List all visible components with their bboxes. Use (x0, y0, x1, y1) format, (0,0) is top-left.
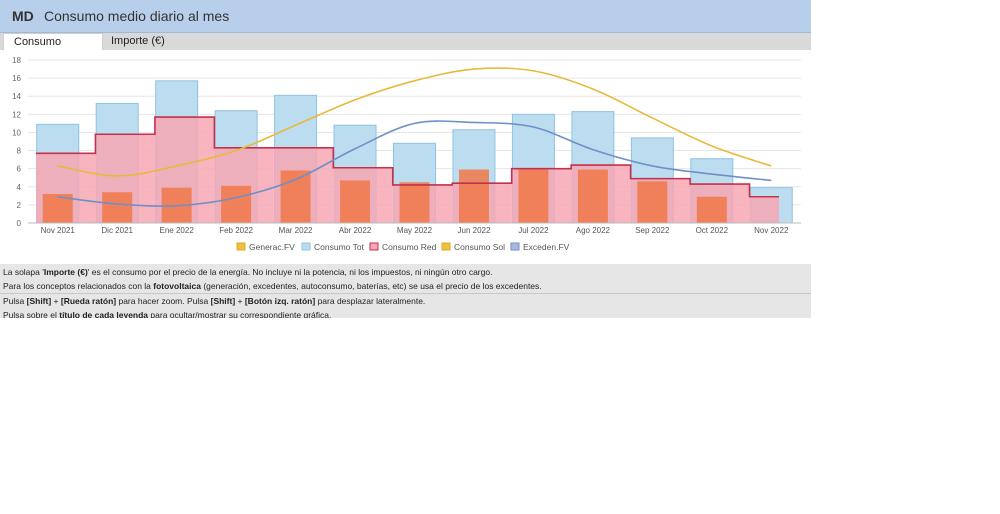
x-tick-label: Ene 2022 (160, 226, 195, 235)
y-tick-label: 14 (12, 92, 21, 101)
note-0-run-0: La solapa ' (3, 267, 44, 277)
x-tick-label: Feb 2022 (219, 226, 253, 235)
line-exceden-fv (57, 120, 772, 207)
chart-panel: MD Consumo medio diario al mes Consumo (… (0, 0, 811, 318)
note-2-run-8: para desplazar lateralmente. (315, 296, 426, 306)
note-1-run-1: fotovoltaica (153, 281, 201, 291)
note-2-run-1: [Shift] (26, 296, 52, 306)
x-tick-label: Abr 2022 (339, 226, 372, 235)
bar-consumo-sol (458, 169, 489, 223)
x-tick-label: Dic 2021 (101, 226, 133, 235)
note-3-run-1: título de cada leyenda (59, 310, 149, 318)
x-tick-label: Nov 2021 (41, 226, 76, 235)
note-2-run-3: [Rueda ratón] (60, 296, 117, 306)
bar-consumo-sol (340, 180, 371, 223)
note-3-run-2: para ocultar/mostrar su correspondiente … (148, 310, 332, 318)
legend-item[interactable]: Generac.FV (236, 242, 295, 252)
legend-swatch (236, 242, 246, 251)
legend-swatch (510, 242, 520, 251)
legend-label: Consumo Red (382, 242, 437, 252)
note-3-run-0: Pulsa sobre el (3, 310, 60, 318)
note-0-run-2: ' es el consumo por el precio de la ener… (87, 267, 493, 277)
y-tick-label: 4 (17, 183, 22, 192)
y-tick-label: 10 (12, 128, 21, 137)
y-tick-label: 8 (17, 147, 22, 156)
x-tick-label: Nov 2022 (754, 226, 789, 235)
bar-consumo-sol (221, 185, 252, 223)
y-tick-label: 12 (12, 110, 21, 119)
line-consumo-red (36, 116, 779, 198)
legend-item[interactable]: Consumo Tot (301, 242, 365, 252)
notes-area: La solapa 'Importe (€)' es el consumo po… (0, 264, 811, 318)
title-bar: MD Consumo medio diario al mes (0, 0, 811, 33)
note-legend: Pulsa sobre el título de cada leyenda pa… (3, 310, 331, 318)
bar-consumo-sol (280, 170, 311, 223)
bar-consumo-sol (399, 182, 430, 223)
bar-consumo-sol (577, 169, 608, 223)
bar-consumo-sol (102, 192, 133, 223)
note-1-run-2: (generación, excedentes, autoconsumo, ba… (200, 281, 542, 291)
panel-title: Consumo medio diario al mes (44, 8, 230, 24)
legend-label: Consumo Sol (454, 242, 505, 252)
legend-label: Exceden.FV (523, 242, 570, 252)
bar-consumo-sol (637, 181, 668, 223)
x-tick-label: Ago 2022 (576, 226, 611, 235)
legend-swatch (369, 242, 379, 251)
note-2-run-0: Pulsa (3, 296, 27, 306)
legend-item[interactable]: Consumo Sol (441, 242, 505, 252)
y-tick-label: 18 (12, 56, 21, 65)
x-tick-label: Jun 2022 (458, 226, 491, 235)
chart-area[interactable]: 0 2 4 6 8 10 12 14 16 18 Nov 2021 Dic 2021 Ene 2022 F… (0, 50, 811, 264)
legend-label: Consumo Tot (314, 242, 365, 252)
note-importe: La solapa 'Importe (€)' es el consumo po… (3, 267, 492, 277)
note-2-run-4: para hacer zoom. Pulsa (116, 296, 211, 306)
note-0-run-1: Importe (€) (43, 267, 88, 277)
legend-swatch (441, 242, 451, 251)
legend-label: Generac.FV (249, 242, 295, 252)
tab-importe[interactable]: Importe (€) (111, 35, 165, 47)
x-tick-label: Sep 2022 (635, 226, 670, 235)
legend-item[interactable]: Consumo Red (369, 242, 437, 252)
bar-consumo-sol (518, 169, 549, 223)
note-zoom: Pulsa [Shift] + [Rueda ratón] para hacer… (3, 296, 425, 306)
area-consumo-red (749, 196, 779, 223)
tab-bar: Consumo (kWh) Importe (€) (0, 33, 811, 65)
y-tick-label: 0 (17, 219, 22, 228)
y-tick-label: 2 (17, 201, 22, 210)
legend-item[interactable]: Exceden.FV (510, 242, 570, 252)
x-tick-label: Jul 2022 (518, 226, 549, 235)
notes-divider (0, 293, 811, 294)
panel-abbreviation: MD (12, 8, 34, 24)
x-tick-label: Mar 2022 (279, 226, 313, 235)
note-2-run-2: + (51, 296, 61, 306)
line-generac-fv (57, 67, 772, 177)
note-2-run-6: + (235, 296, 245, 306)
chart-svg: 0 2 4 6 8 10 12 14 16 18 Nov 2021 Dic 2021 Ene 2022 F… (12, 56, 801, 252)
note-1-run-0: Para los conceptos relacionados con la (3, 281, 154, 291)
note-2-run-5: [Shift] (210, 296, 236, 306)
bar-consumo-sol (696, 196, 727, 223)
tab-consumo[interactable]: Consumo (kWh) (3, 33, 103, 65)
legend-swatch (301, 242, 311, 251)
x-tick-label: Oct 2022 (696, 226, 729, 235)
y-tick-label: 6 (17, 165, 22, 174)
x-tick-label: May 2022 (397, 226, 433, 235)
y-tick-label: 16 (12, 74, 21, 83)
note-fotovoltaica: Para los conceptos relacionados con la f… (3, 281, 542, 291)
note-2-run-7: [Botón izq. ratón] (244, 296, 316, 306)
